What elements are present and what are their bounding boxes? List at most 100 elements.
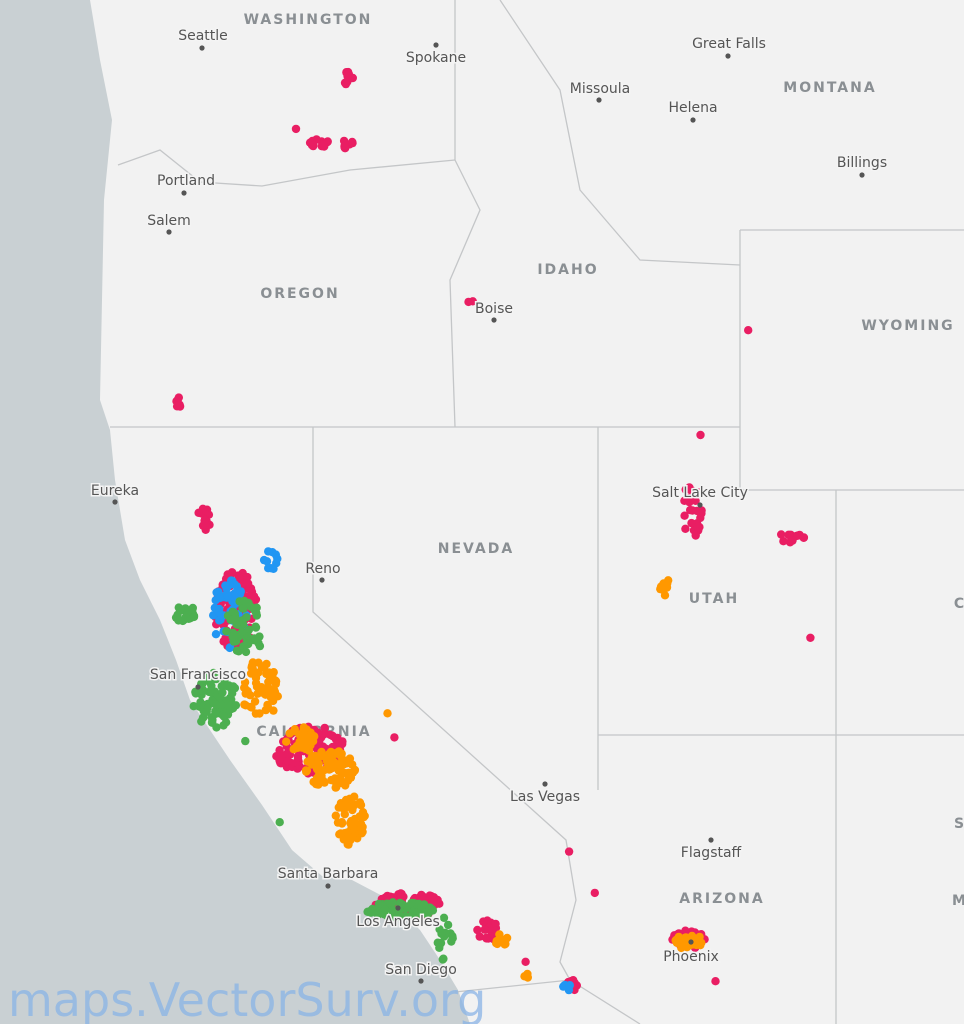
city-dot — [195, 684, 201, 690]
city-dot — [491, 317, 497, 323]
observation-dot — [239, 620, 248, 629]
city-label: Flagstaff — [681, 845, 742, 861]
observation-dot — [711, 977, 720, 986]
state-label: WYOMING — [861, 318, 954, 334]
observation-dot — [264, 677, 273, 687]
observation-dot — [255, 641, 265, 651]
observation-dot — [332, 783, 341, 792]
city-dot — [166, 229, 172, 235]
state-label: WASHINGTON — [244, 12, 373, 28]
city-label: Portland — [157, 173, 215, 189]
observation-dot — [228, 689, 237, 698]
observation-dot — [223, 682, 232, 691]
observation-dot — [295, 737, 304, 746]
observation-dot — [202, 707, 211, 717]
observation-dot — [696, 513, 705, 523]
city-label: Phoenix — [663, 949, 719, 965]
observation-dot — [249, 592, 259, 601]
observation-dot — [253, 689, 262, 698]
observation-dot — [662, 583, 672, 592]
observation-dot — [680, 496, 689, 505]
observation-dot — [248, 664, 257, 674]
observation-dot — [242, 613, 251, 622]
observation-dot — [207, 718, 217, 727]
observation-dot — [232, 646, 242, 655]
observation-dot — [309, 140, 318, 150]
observation-dot — [370, 907, 380, 916]
city-dot — [708, 837, 714, 843]
observation-dot — [685, 483, 694, 492]
observation-dot — [225, 643, 234, 653]
observation-dot — [349, 800, 359, 809]
observation-dot — [247, 703, 256, 712]
observation-dot — [251, 623, 261, 632]
observation-dot — [435, 899, 444, 908]
observation-dot — [250, 634, 259, 643]
observation-dot — [687, 518, 696, 528]
city-dot — [542, 781, 548, 787]
observation-dot — [259, 555, 269, 565]
observation-dot — [289, 745, 298, 754]
observation-dot — [479, 917, 488, 926]
city-label: Spokane — [406, 50, 466, 66]
observation-dot — [448, 934, 457, 943]
observation-dot — [383, 709, 392, 718]
observation-dot — [335, 830, 344, 839]
observation-dot — [293, 753, 303, 762]
state-label: M — [952, 893, 964, 909]
observation-dot — [264, 547, 273, 556]
ocean — [0, 0, 470, 1024]
city-label: Eureka — [91, 483, 139, 499]
state-label: UTAH — [689, 591, 739, 607]
observation-dot — [680, 511, 689, 520]
observation-dot — [388, 913, 398, 922]
city-dot — [112, 499, 118, 505]
observation-dot — [244, 598, 253, 608]
observation-dot — [230, 580, 239, 589]
observation-dot — [319, 140, 329, 150]
observation-dot — [660, 591, 670, 600]
observation-dot — [681, 926, 690, 935]
observation-dot — [695, 488, 704, 497]
state-label: OREGON — [260, 286, 339, 302]
observation-dot — [806, 633, 815, 642]
observation-dot — [335, 774, 344, 783]
observation-dot — [306, 741, 315, 750]
observation-dot — [215, 593, 225, 603]
observation-dot — [239, 604, 248, 613]
observation-dot — [475, 932, 484, 941]
city-dot — [319, 577, 325, 583]
observation-dot — [219, 721, 228, 730]
observation-dot — [496, 934, 505, 943]
city-dot — [596, 97, 602, 103]
city-dot — [199, 45, 205, 51]
observation-dot — [194, 508, 203, 517]
city-dot — [325, 883, 331, 889]
observation-dot — [231, 612, 240, 622]
observation-dot — [217, 671, 226, 681]
observation-dot — [521, 957, 530, 966]
city-label: Los Angeles — [356, 914, 440, 930]
observation-dot — [355, 812, 364, 821]
observation-dot — [240, 700, 249, 709]
observation-dot — [438, 955, 447, 964]
observation-dot — [433, 938, 442, 947]
observation-dot — [181, 612, 190, 622]
observation-dot — [212, 700, 221, 709]
observation-dot — [283, 756, 292, 766]
observation-dot — [174, 603, 183, 612]
observation-dot — [315, 740, 324, 749]
observation-dot — [388, 898, 397, 908]
observation-dot — [333, 818, 343, 827]
observation-dot — [252, 682, 262, 691]
city-label: Las Vegas — [510, 789, 580, 805]
city-dot — [433, 42, 439, 48]
observation-dot — [744, 326, 753, 335]
city-label: San Francisco — [150, 667, 246, 683]
watermark: maps.VectorSurv.org — [8, 973, 486, 1024]
observation-dot — [290, 727, 299, 736]
observation-dot — [203, 676, 212, 685]
observation-dot — [291, 124, 301, 134]
city-dot — [697, 502, 703, 508]
